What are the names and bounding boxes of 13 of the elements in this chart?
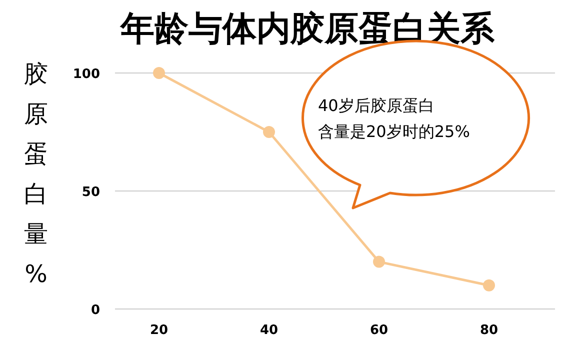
- x-tick-label: 80: [480, 323, 498, 338]
- point: [373, 256, 385, 268]
- y-tick-label: 50: [82, 185, 100, 200]
- y-axis-title: 胶原蛋白量%: [24, 60, 48, 288]
- x-tick-label: 20: [150, 323, 168, 338]
- x-tick-label: 40: [260, 323, 278, 338]
- point: [153, 67, 165, 79]
- point: [483, 279, 495, 292]
- annotation: 40岁后胶原蛋白含量是20岁时的25%: [318, 96, 470, 141]
- point: [263, 126, 275, 138]
- y-tick-label: 100: [72, 67, 100, 82]
- x-tick-label: 60: [370, 323, 388, 338]
- y-tick-label: 0: [90, 303, 100, 318]
